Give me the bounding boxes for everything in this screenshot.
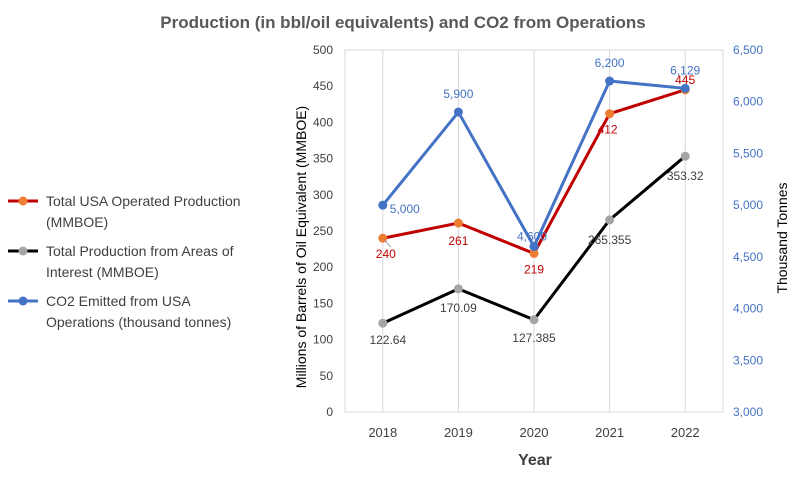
data-point (529, 248, 539, 258)
legend-marker (18, 296, 28, 306)
data-label: 261 (448, 234, 468, 248)
x-tick-label: 2021 (595, 425, 624, 440)
y2-tick-label: 6,500 (733, 43, 763, 57)
legend-label: Interest (MMBOE) (46, 264, 159, 280)
data-label: 412 (598, 123, 618, 137)
y-tick-label: 500 (313, 43, 333, 57)
data-point (529, 242, 539, 252)
legend-label: Operations (thousand tonnes) (46, 314, 231, 330)
data-label: 122.64 (369, 333, 406, 347)
data-point (378, 318, 388, 328)
y-axis-title: Millions of Barrels of Oil Equivalent (M… (293, 106, 309, 388)
data-label: 4,600 (517, 230, 547, 244)
y2-tick-label: 5,000 (733, 198, 763, 212)
y2-axis-title: Thousand Tonnes (774, 182, 790, 293)
data-point (529, 315, 539, 325)
label-leader-line (384, 239, 392, 248)
legend: Total USA Operated Production (MMBOE) Tota… (8, 193, 241, 330)
chart-title: Production (in bbl/oil equivalents) and … (160, 13, 645, 32)
x-axis-title: Year (518, 452, 552, 469)
data-point (605, 76, 615, 86)
axes: 0 50 100 150 200 250 300 350 400 450 500 3,000 3,500… (313, 43, 763, 440)
y-tick-label: 150 (313, 296, 333, 310)
data-label: 5,900 (443, 87, 473, 101)
data-label: 353.32 (667, 169, 704, 183)
data-point (680, 151, 690, 161)
y-tick-label: 450 (313, 79, 333, 93)
data-point (453, 107, 463, 117)
y2-tick-label: 4,000 (733, 302, 763, 316)
data-point (680, 83, 690, 93)
data-label: 265.355 (588, 233, 632, 247)
data-point (605, 109, 615, 119)
data-labels: 240 261 219 412 445 122.64 170.09 127.385 265.35… (369, 56, 703, 347)
y2-tick-label: 5,500 (733, 146, 763, 160)
data-label: 240 (376, 247, 396, 261)
legend-marker (18, 246, 28, 256)
data-label: 219 (524, 262, 544, 276)
data-point (378, 200, 388, 210)
x-tick-label: 2020 (520, 425, 549, 440)
y2-tick-label: 4,500 (733, 250, 763, 264)
data-label: 127.385 (512, 331, 556, 345)
legend-marker (18, 196, 28, 206)
data-point (453, 218, 463, 228)
data-label: 445 (675, 73, 695, 87)
x-tick-label: 2019 (444, 425, 473, 440)
legend-label: Total Production from Areas of (46, 243, 234, 259)
legend-label: CO2 Emitted from USA (46, 293, 191, 309)
data-point (605, 215, 615, 225)
y-tick-label: 0 (326, 405, 333, 419)
y2-tick-label: 6,000 (733, 95, 763, 109)
data-label: 170.09 (440, 301, 477, 315)
y-tick-label: 200 (313, 260, 333, 274)
y-tick-label: 350 (313, 152, 333, 166)
x-tick-label: 2018 (368, 425, 397, 440)
data-label: 5,000 (390, 202, 420, 216)
x-tick-label: 2022 (671, 425, 700, 440)
y-tick-label: 300 (313, 188, 333, 202)
legend-label: Total USA Operated Production (46, 193, 241, 209)
y-tick-label: 100 (313, 333, 333, 347)
y2-tick-label: 3,000 (733, 405, 763, 419)
data-label: 6,200 (595, 56, 625, 70)
y2-tick-label: 3,500 (733, 353, 763, 367)
y-tick-label: 400 (313, 115, 333, 129)
y-tick-label: 50 (320, 369, 334, 383)
data-label: 6,129 (670, 63, 700, 77)
data-point (453, 284, 463, 294)
series-lines (378, 76, 690, 328)
y-tick-label: 250 (313, 224, 333, 238)
legend-label: (MMBOE) (46, 214, 108, 230)
